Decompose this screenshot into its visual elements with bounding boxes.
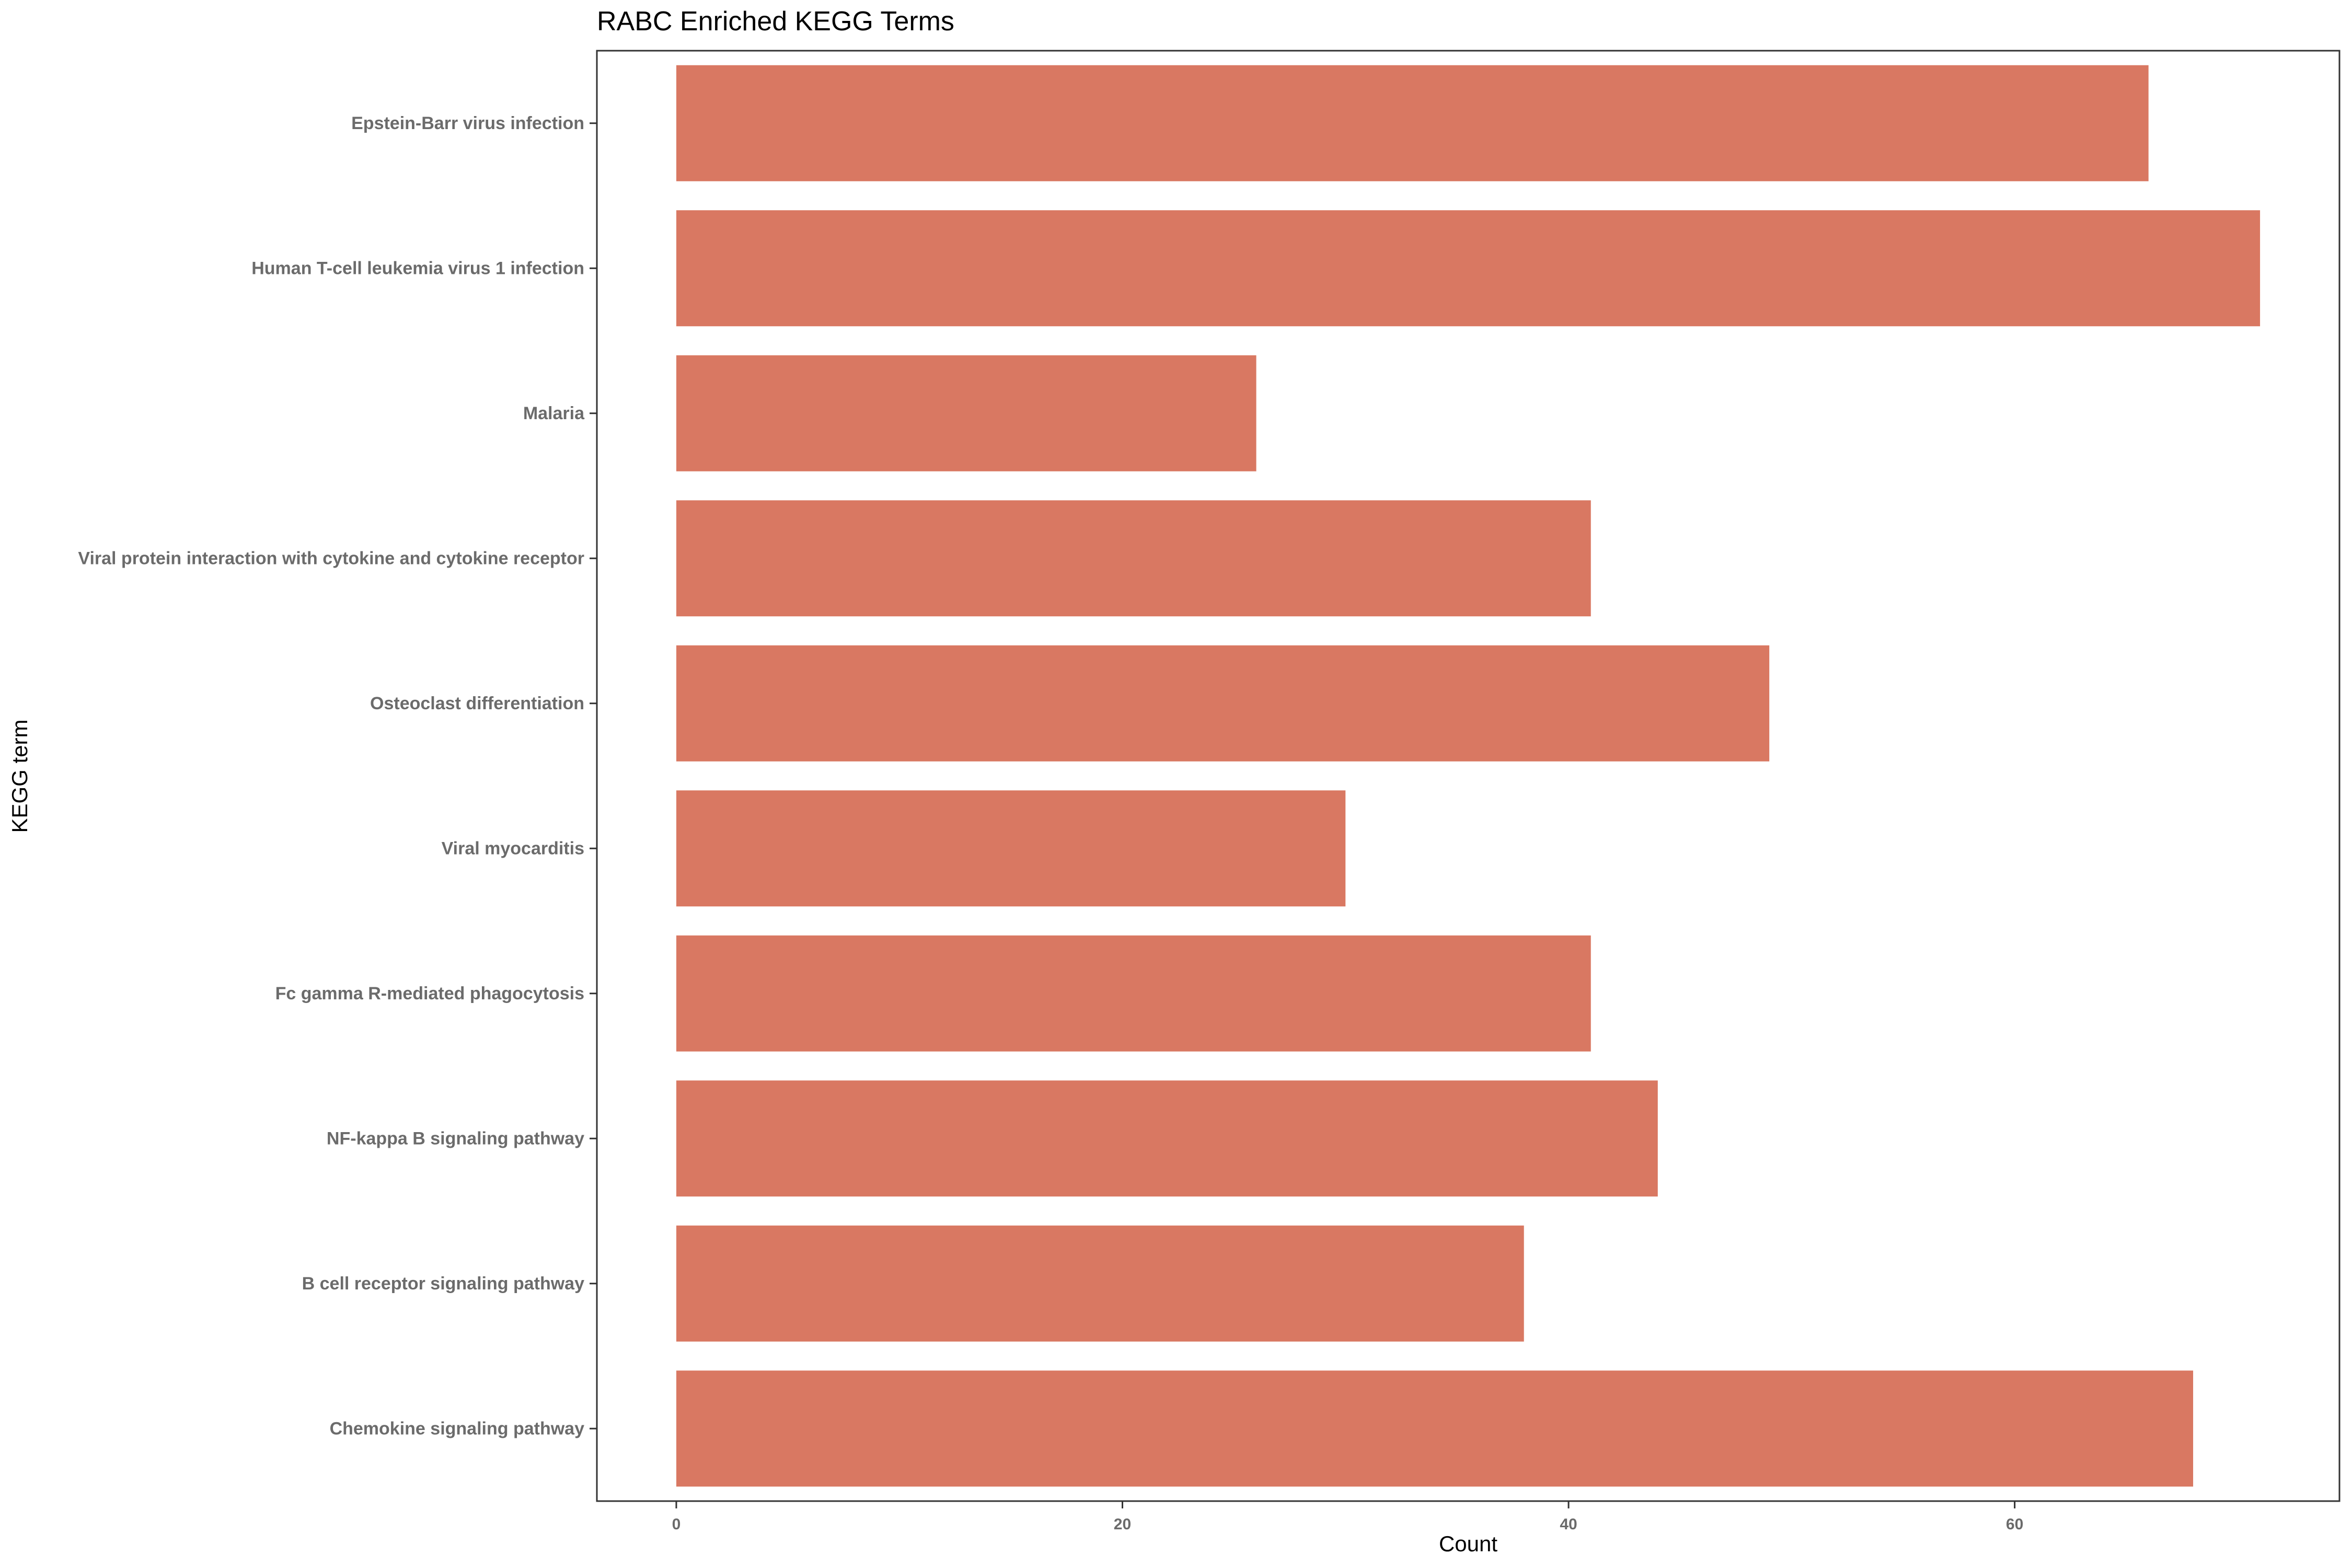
- bar-epstein-barr-virus-infection: [676, 65, 2149, 181]
- y-tick-label: Osteoclast differentiation: [370, 694, 584, 713]
- bar-malaria: [676, 355, 1256, 471]
- y-tick-label: Human T-cell leukemia virus 1 infection: [251, 258, 584, 278]
- y-tick-label: B cell receptor signaling pathway: [302, 1274, 584, 1294]
- y-tick-label: NF-kappa B signaling pathway: [327, 1128, 584, 1148]
- bar-osteoclast-differentiation: [676, 645, 1770, 762]
- chart-title: RABC Enriched KEGG Terms: [597, 6, 954, 37]
- x-tick-label: 60: [2006, 1516, 2023, 1533]
- x-tick-label: 40: [1560, 1516, 1577, 1533]
- y-tick-label: Fc gamma R-mediated phagocytosis: [275, 984, 584, 1004]
- plot-panel-border: [596, 50, 2341, 1502]
- bar-human-t-cell-leukemia-virus-1-infection: [676, 210, 2261, 327]
- y-tick-label: Chemokine signaling pathway: [330, 1419, 585, 1438]
- y-tick-label: Viral myocarditis: [442, 838, 584, 858]
- bar-chemokine-signaling-pathway: [676, 1370, 2194, 1487]
- x-tick-label: 20: [1114, 1516, 1131, 1533]
- x-axis: 0 20 40 60: [672, 1501, 2023, 1533]
- y-tick-label: Epstein-Barr virus infection: [351, 113, 584, 133]
- bar-fc-gamma-r-mediated-phagocytosis: [676, 935, 1591, 1052]
- bar-viral-myocarditis: [676, 790, 1346, 907]
- y-tick-label: Malaria: [523, 403, 585, 423]
- y-axis: Epstein-Barr virus infection Human T-cell…: [78, 113, 597, 1438]
- y-axis-title: KEGG term: [7, 719, 32, 833]
- bar-viral-protein-interaction-with-cytokine-and-cytokine-receptor: [676, 500, 1591, 617]
- bar-b-cell-receptor-signaling-pathway: [676, 1225, 1524, 1342]
- bars-layer: [676, 65, 2261, 1487]
- x-axis-title: Count: [1439, 1531, 1497, 1556]
- x-tick-label: 0: [672, 1516, 681, 1533]
- y-tick-label: Viral protein interaction with cytokine …: [78, 548, 584, 568]
- bar-nf-kappa-b-signaling-pathway: [676, 1080, 1658, 1197]
